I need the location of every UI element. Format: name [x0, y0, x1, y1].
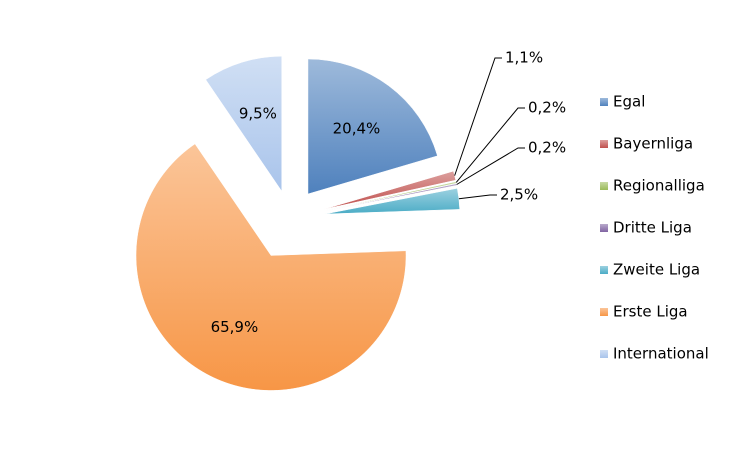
pie-slice [135, 143, 407, 391]
data-label: 65,9% [211, 318, 259, 336]
legend-label: International [613, 345, 709, 363]
data-label: 9,5% [239, 104, 277, 122]
leader-line [456, 147, 525, 185]
leader-line [455, 107, 525, 183]
leader-line [454, 57, 502, 176]
pie-slice [323, 170, 457, 210]
legend-swatch [600, 182, 608, 190]
leader-line [458, 194, 497, 200]
legend-swatch [600, 266, 608, 274]
legend-label: Egal [613, 93, 645, 111]
legend-swatch [600, 98, 608, 106]
legend-swatch [600, 140, 608, 148]
data-label: 0,2% [528, 99, 566, 117]
legend-label: Dritte Liga [613, 219, 692, 237]
legend-label: Bayernliga [613, 135, 693, 153]
legend-label: Regionalliga [613, 177, 705, 195]
data-label: 0,2% [528, 139, 566, 157]
legend-swatch [600, 350, 608, 358]
data-label: 2,5% [500, 186, 538, 204]
legend-label: Erste Liga [613, 303, 688, 321]
data-label: 20,4% [333, 120, 381, 138]
legend-label: Zweite Liga [613, 261, 700, 279]
data-label: 1,1% [505, 49, 543, 67]
legend-swatch [600, 308, 608, 316]
pie-slice [205, 55, 283, 193]
legend-swatch [600, 224, 608, 232]
pie-slice [307, 58, 438, 195]
